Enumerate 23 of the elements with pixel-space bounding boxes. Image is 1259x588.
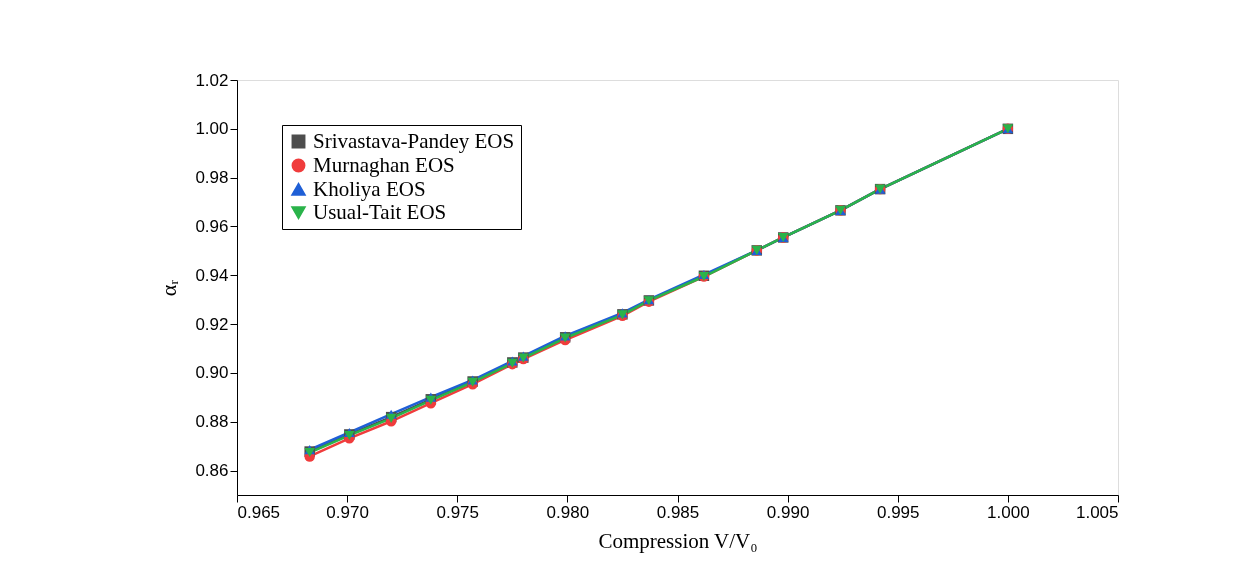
y-tick-label: 0.94: [195, 265, 229, 285]
y-axis-title: αᵣ: [156, 279, 182, 297]
y-tick-label: 1.02: [195, 70, 229, 90]
y-tick-label: 0.98: [195, 168, 229, 188]
x-tick-label: 1.005: [1075, 502, 1119, 522]
x-tick-label: 0.965: [237, 502, 281, 522]
x-tick-label: 0.985: [656, 502, 700, 522]
y-tick-label: 0.90: [195, 363, 229, 383]
x-tick-label: 1.000: [987, 502, 1030, 522]
legend-label: Srivastava-Pandey EOS: [313, 128, 515, 153]
x-tick-label: 0.990: [766, 502, 810, 522]
y-tick-label: 0.96: [195, 216, 229, 236]
x-tick-label: 0.975: [436, 502, 480, 522]
legend-label: Kholiya EOS: [313, 176, 426, 201]
legend-label: Murnaghan EOS: [313, 152, 455, 177]
x-tick-label: 0.995: [876, 502, 920, 522]
y-tick-label: 1.00: [195, 119, 229, 139]
x-tick-label: 0.970: [326, 502, 369, 522]
y-tick-label: 0.86: [195, 461, 229, 481]
x-tick-label: 0.980: [546, 502, 590, 522]
y-tick-label: 0.92: [195, 314, 229, 334]
x-axis-title: Compression V/V₀: [598, 528, 758, 553]
y-tick-label: 0.88: [195, 412, 229, 432]
